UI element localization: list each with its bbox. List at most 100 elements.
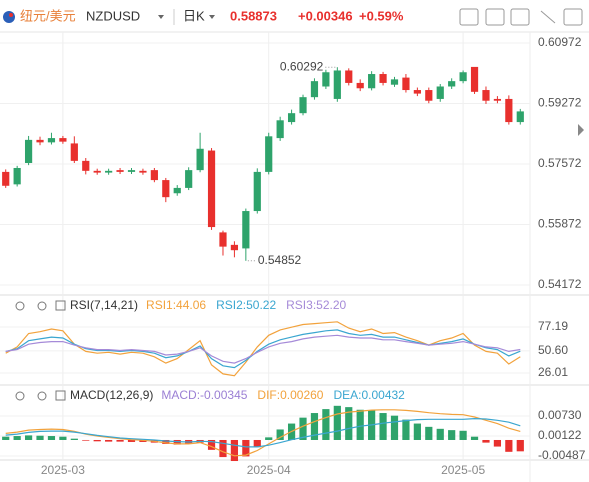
header: 纽元/美元 NZDUSD 日K 0.58873 +0.00346 +0.59%	[3, 8, 583, 26]
panel: 77.19 50.60 26.01 RSI(7,14,21) RSI1:44.06 RSI…	[0, 298, 568, 379]
candle-body	[505, 98, 513, 123]
flag-icon	[3, 11, 15, 23]
dropdown-arrow[interactable]	[158, 15, 164, 19]
macd-bar	[276, 429, 284, 440]
candle-body	[436, 86, 444, 99]
macd-bar	[116, 439, 124, 442]
candle-body	[345, 70, 353, 83]
macd-bar	[173, 439, 181, 445]
collapse-icon[interactable]	[540, 10, 556, 24]
settings-icon[interactable]	[37, 391, 47, 401]
macd-bar	[413, 423, 421, 440]
indicator-icon	[55, 300, 66, 311]
y-tick-label: 0.55872	[538, 217, 582, 231]
candle-body	[24, 139, 33, 164]
candle-body	[185, 170, 193, 188]
candle-body	[36, 139, 44, 143]
candle-body	[448, 81, 456, 87]
indicator-line	[5, 334, 521, 364]
candle-body	[150, 170, 158, 181]
legend-entry: DEA:0.00432	[333, 388, 405, 402]
macd-bar	[219, 439, 227, 458]
macd-bar	[310, 413, 319, 440]
candle-body	[356, 82, 364, 89]
visibility-icon[interactable]	[15, 391, 25, 401]
macd-bar	[24, 435, 33, 440]
indicator-line	[5, 417, 521, 448]
panel: 0.60972 0.59272 0.57572 0.55872 0.54172 0.602…	[0, 35, 582, 291]
legend-entry: RSI2:50.22	[216, 298, 276, 312]
candle-body	[459, 72, 467, 82]
candle-body	[139, 170, 147, 173]
legend-entry: RSI1:44.06	[146, 298, 206, 312]
candle-body	[333, 70, 341, 99]
candle-body	[368, 74, 376, 89]
candle-body	[59, 138, 67, 142]
macd-bar	[459, 430, 467, 440]
y-tick-label: 0.54172	[538, 277, 582, 291]
candle-body	[47, 138, 56, 143]
candle-body	[242, 211, 250, 249]
candle-body	[425, 90, 433, 101]
candle-body	[322, 72, 330, 87]
visibility-icon[interactable]	[15, 301, 25, 311]
macd-bar	[265, 437, 273, 440]
x-tick-label: 2025-05	[441, 463, 485, 477]
macd-bar	[36, 435, 44, 440]
x-tick-label: 2025-03	[41, 463, 85, 477]
candle-body	[173, 187, 181, 194]
macd-bar	[162, 439, 170, 444]
settings-icon[interactable]	[37, 301, 47, 311]
y-tick-label: -0.00487	[538, 448, 586, 462]
macd-bar	[242, 439, 250, 457]
candle-body	[127, 170, 136, 172]
draw-icon[interactable]	[485, 8, 505, 26]
candle-body	[379, 74, 387, 83]
fullscreen-icon[interactable]	[563, 8, 583, 26]
candle-body	[253, 171, 261, 212]
y-tick-label: 0.60972	[538, 35, 582, 49]
macd-bar	[379, 413, 387, 440]
candle-body	[310, 81, 319, 98]
dropdown-arrow[interactable]	[209, 15, 215, 19]
candle-body	[493, 98, 502, 101]
candle-body	[116, 170, 124, 172]
symbol[interactable]: NZDUSD	[86, 8, 140, 23]
y-tick-label: 0.00122	[538, 428, 582, 442]
candle-body	[2, 171, 10, 186]
macd-bar	[70, 438, 78, 440]
candle-body	[390, 79, 399, 85]
macd-bar	[93, 439, 101, 442]
indicator-title: MACD(12,26,9)	[70, 388, 153, 402]
change-pct: +0.59%	[359, 8, 404, 23]
candle-body	[93, 170, 101, 173]
macd-bar	[105, 439, 113, 442]
candle-body	[413, 90, 421, 94]
y-tick-label: 0.57572	[538, 156, 582, 170]
macd-bar	[390, 415, 399, 440]
candle-body	[207, 150, 216, 228]
macd-bar	[13, 436, 21, 440]
expand-icon[interactable]	[578, 124, 584, 136]
candle-body	[105, 170, 113, 173]
period[interactable]: 日K	[183, 8, 205, 23]
candle-body	[299, 97, 307, 114]
candle-body	[82, 160, 90, 171]
low-annotation: 0.54852	[258, 253, 302, 267]
candle-body	[482, 90, 490, 101]
macd-bar	[516, 439, 524, 452]
candle-body	[13, 167, 21, 185]
macd-bar	[448, 430, 456, 440]
candle-body	[265, 136, 273, 172]
macd-bar	[333, 405, 341, 440]
macd-bar	[47, 436, 56, 440]
x-tick-label: 2025-04	[247, 463, 291, 477]
high-annotation: 0.60292	[280, 59, 324, 73]
change: +0.00346	[298, 8, 353, 23]
settings-icon[interactable]	[459, 8, 479, 26]
candle-body	[402, 77, 410, 91]
indicator-icon[interactable]	[510, 8, 530, 26]
macd-bar	[82, 439, 90, 441]
panel: 0.00730 0.00122 -0.00487 MACD(12,26,9) MACD:…	[0, 388, 586, 462]
